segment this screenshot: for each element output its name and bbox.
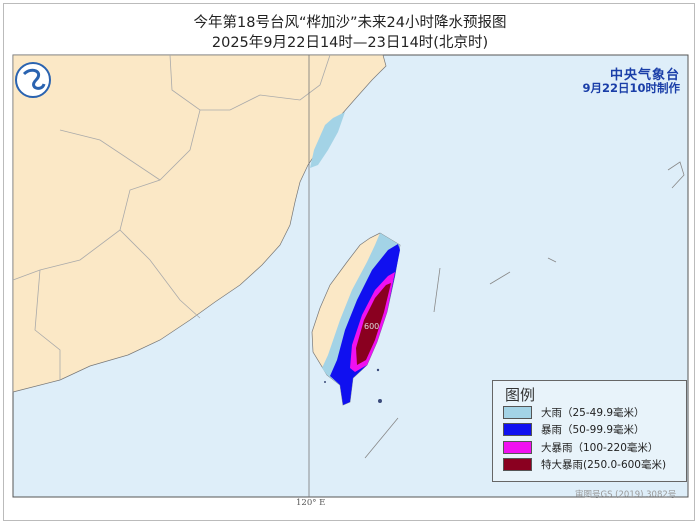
contour-label: 600 <box>364 322 380 331</box>
legend-label: 大雨（25-49.9毫米） <box>541 407 645 419</box>
ryukyu-islands <box>364 161 685 459</box>
logo <box>15 62 51 98</box>
extreme-rainstorm-area <box>356 283 391 365</box>
legend-swatch <box>503 406 532 419</box>
legend-label: 大暴雨（100-220毫米） <box>541 442 659 454</box>
legend-item: 特大暴雨(250.0-600毫米) <box>503 458 666 471</box>
province-borders <box>12 54 331 380</box>
mainland-china <box>12 54 387 393</box>
issue-time: 9月22日10时制作 <box>582 81 680 95</box>
map-subtitle: 2025年9月22日14时—23日14时(北京时) <box>211 35 489 51</box>
legend-swatch <box>503 458 532 471</box>
legend-title: 图例 <box>505 386 536 404</box>
longitude-label: 120° E <box>296 498 326 508</box>
agency-name: 中央气象台 <box>609 68 680 83</box>
page-border <box>3 3 695 521</box>
legend-item: 大雨（25-49.9毫米） <box>503 406 645 419</box>
legend-label: 暴雨（50-99.9毫米） <box>541 424 645 436</box>
legend-label: 特大暴雨(250.0-600毫米) <box>541 459 667 471</box>
map-title: 今年第18号台风“桦加沙”未来24小时降水预报图 <box>193 15 507 31</box>
fujian-coast-rain <box>310 112 345 168</box>
legend: 图例 大雨（25-49.9毫米） 暴雨（50-99.9毫米） 大暴雨（100-2… <box>492 380 687 482</box>
legend-swatch <box>503 441 532 454</box>
approval-number: 审图号GS (2019) 3082号 <box>575 490 677 500</box>
legend-swatch <box>503 423 532 436</box>
islands <box>324 368 382 403</box>
legend-item: 大暴雨（100-220毫米） <box>503 441 658 454</box>
legend-item: 暴雨（50-99.9毫米） <box>503 423 645 436</box>
